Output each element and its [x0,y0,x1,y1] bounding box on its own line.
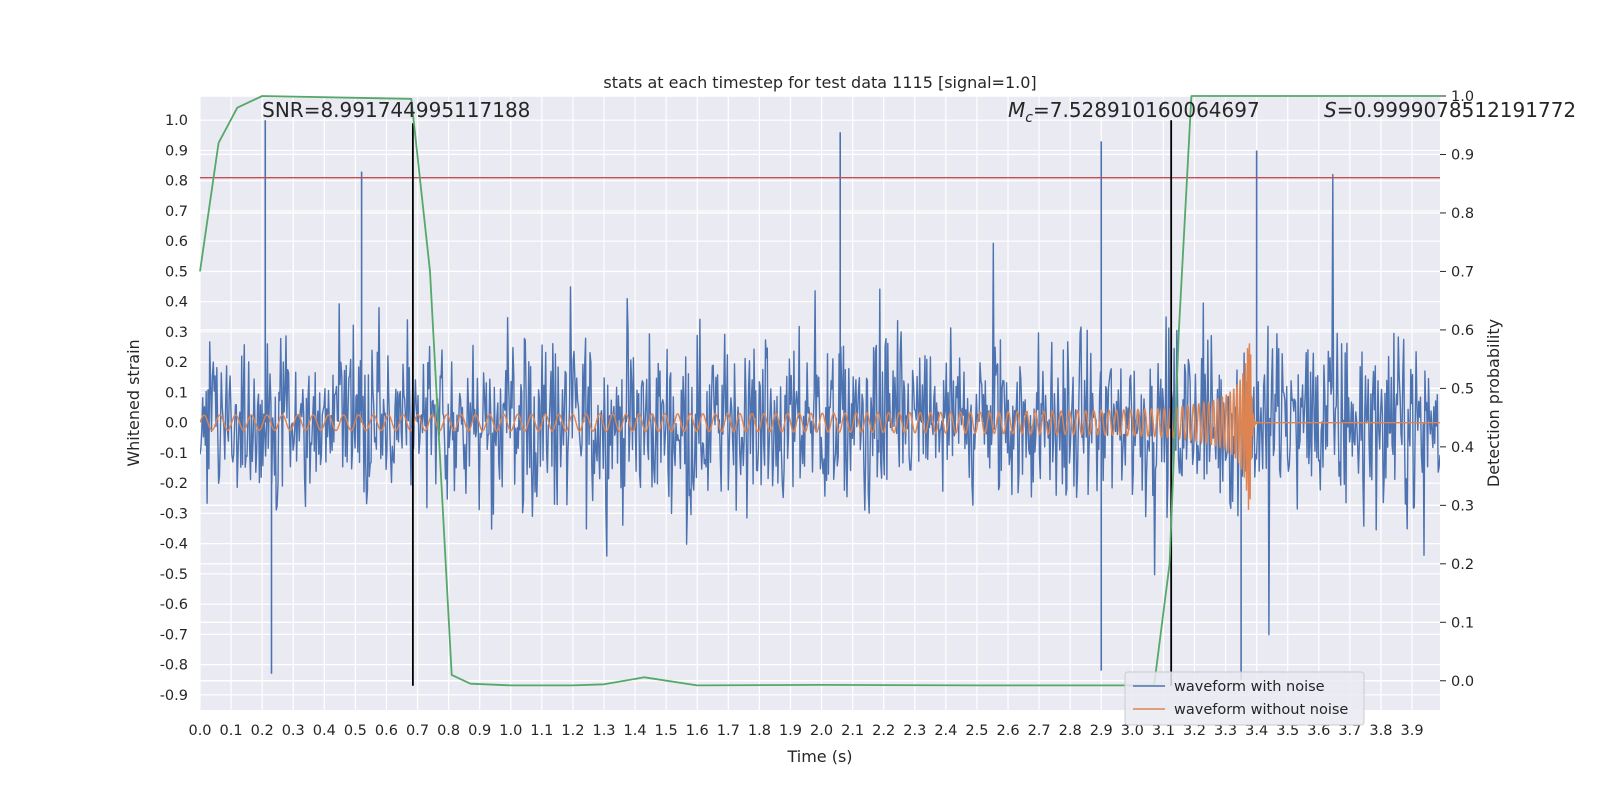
x-tick-label: 3.6 [1307,723,1330,739]
y-tick-label: -0.6 [160,597,188,613]
x-tick-label: 2.3 [903,723,926,739]
right-y-tick-label: 1.0 [1451,89,1474,105]
annotation-chirp-mass-value: =7.528910160064697 [1033,98,1260,122]
y-tick-label: 0.8 [165,174,188,190]
x-tick-label: 3.5 [1276,723,1299,739]
x-tick-label: 2.2 [872,723,895,739]
x-tick-label: 1.2 [561,723,584,739]
annotation-score-symbol: S [1324,98,1337,122]
y-tick-label: 0.2 [165,355,188,371]
right-y-tick-label: 0.5 [1451,381,1474,397]
x-tick-label: 0.2 [251,723,274,739]
x-tick-label: 3.2 [1183,723,1206,739]
y-tick-label: 0.0 [165,416,188,432]
series-detection-probability [199,95,1440,687]
y-tick-label: -0.2 [160,476,188,492]
x-tick-label: 0.1 [220,723,243,739]
x-tick-label: 0.6 [375,723,398,739]
x-tick-label: 3.7 [1338,723,1361,739]
y-tick-label: -0.3 [160,506,188,522]
x-tick-label: 1.6 [686,723,709,739]
x-tick-label: 2.7 [1028,723,1051,739]
x-tick-label: 3.1 [1152,723,1175,739]
right-y-tick-labels: 1.0 0.9 0.8 0.7 0.6 0.5 0.4 0.3 0.2 0.1 0.0 [1440,89,1474,690]
annotation-chirp-mass-subscript: c [1025,110,1033,126]
right-y-tick-label: 0.4 [1451,440,1474,456]
x-tick-label: 1.4 [624,723,647,739]
x-axis-label: Time (s) [786,747,852,766]
overlay-layer [199,95,1440,687]
x-tick-label: 0.9 [468,723,491,739]
y-tick-labels: 1.0 0.9 0.8 0.7 0.6 0.5 0.4 0.3 0.2 0.1 0.0 -0.1 -0.… [160,113,188,704]
x-tick-label: 2.4 [934,723,957,739]
x-tick-label: 2.6 [996,723,1019,739]
legend-box [1124,671,1365,726]
y-tick-label: 0.7 [165,204,188,220]
x-tick-label: 1.8 [748,723,771,739]
y-tick-label: -0.7 [160,627,188,643]
x-tick-label: 2.0 [810,723,833,739]
x-tick-label: 0.7 [406,723,429,739]
x-tick-label: 0.0 [188,723,211,739]
right-y-axis-label: Detection probability [1484,319,1503,487]
y-tick-label: 0.3 [165,325,188,341]
x-tick-label: 1.1 [530,723,553,739]
right-y-tick-label: 0.7 [1451,264,1474,280]
x-tick-label: 1.9 [779,723,802,739]
series-waveform-without-noise [200,343,1440,510]
x-tick-label: 1.3 [592,723,615,739]
annotation-score: S=0.9999078512191772 [1324,98,1576,122]
y-tick-label: -0.5 [160,567,188,583]
series-layer [200,120,1440,680]
x-tick-label: 1.5 [655,723,678,739]
annotation-chirp-mass-symbol: M [1008,98,1025,122]
right-y-tick-label: 0.8 [1451,206,1474,222]
x-tick-label: 0.3 [282,723,305,739]
y-tick-label: -0.8 [160,658,188,674]
right-y-tick-label: 0.3 [1451,498,1474,514]
x-tick-label: 1.0 [499,723,522,739]
legend-label-noise: waveform with noise [1174,679,1325,695]
annotation-chirp-mass: Mc=7.528910160064697 [1008,98,1260,126]
y-tick-label: 1.0 [165,113,188,129]
x-tick-label: 3.3 [1214,723,1237,739]
right-y-tick-label: 0.0 [1451,674,1474,690]
y-tick-label: 0.1 [165,385,188,401]
x-tick-label: 3.9 [1400,723,1423,739]
right-y-tick-label: 0.9 [1451,147,1474,163]
y-tick-label: 0.6 [165,234,188,250]
x-tick-label: 3.8 [1369,723,1392,739]
right-y-tick-label: 0.1 [1451,615,1474,631]
x-tick-labels: 0.0 0.1 0.2 0.3 0.4 0.5 0.6 0.7 0.8 0.9 1.0 1.1 1.2 1… [188,723,1423,739]
x-tick-label: 0.8 [437,723,460,739]
x-tick-label: 1.7 [717,723,740,739]
x-tick-label: 2.9 [1090,723,1113,739]
chart-title: stats at each timestep for test data 111… [603,73,1036,92]
x-tick-label: 3.4 [1245,723,1268,739]
right-y-tick-label: 0.6 [1451,323,1474,339]
x-tick-label: 2.1 [841,723,864,739]
legend-label-clean: waveform without noise [1174,702,1348,718]
x-tick-label: 0.5 [344,723,367,739]
y-tick-label: -0.9 [160,688,188,704]
y-tick-label: -0.4 [160,537,188,553]
x-tick-label: 3.0 [1121,723,1144,739]
y-tick-label: 0.5 [165,264,188,280]
x-tick-label: 2.8 [1059,723,1082,739]
annotation-snr: SNR=8.991744995117188 [262,98,530,122]
y-tick-label: -0.1 [160,446,188,462]
x-tick-label: 2.5 [965,723,988,739]
annotation-score-value: =0.9999078512191772 [1337,98,1576,122]
legend: waveform with noise waveform without noi… [1124,671,1365,726]
y-axis-label: Whitened strain [124,339,143,466]
right-y-tick-label: 0.2 [1451,557,1474,573]
x-tick-label: 0.4 [313,723,336,739]
annotations: SNR=8.991744995117188 Mc=7.52891016006469… [262,98,1576,126]
y-tick-label: 0.4 [165,295,188,311]
y-tick-label: 0.9 [165,143,188,159]
